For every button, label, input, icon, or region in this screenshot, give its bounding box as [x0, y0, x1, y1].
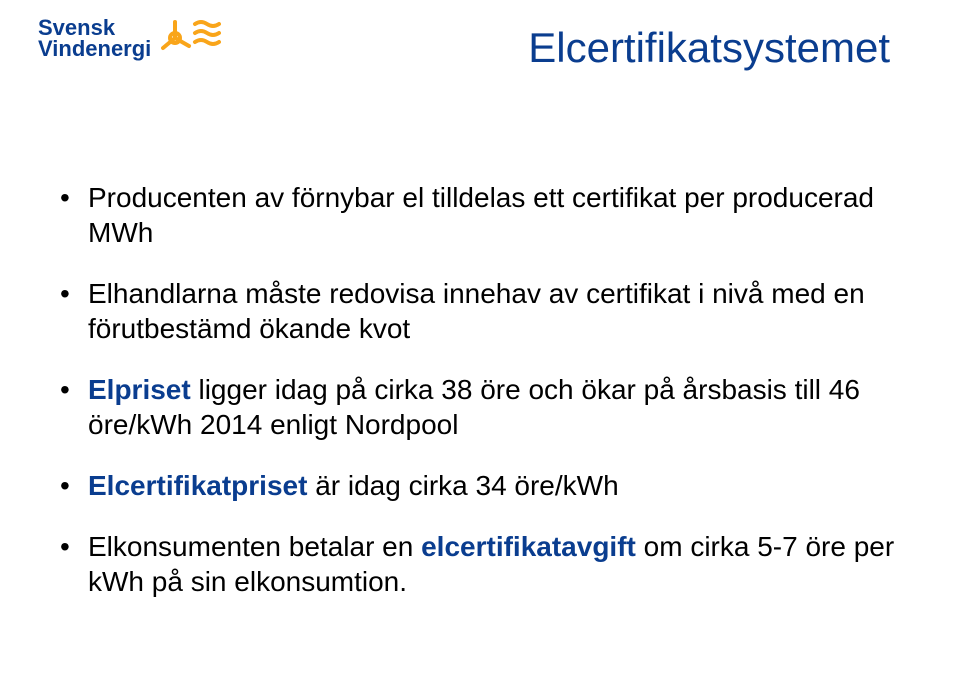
list-item: Elcertifikatpriset är idag cirka 34 öre/…	[60, 468, 900, 503]
slide-title: Elcertifikatsystemet	[528, 24, 890, 72]
bullet-text-accent: Elcertifikatpriset	[88, 470, 307, 501]
bullet-text-accent: elcertifikatavgift	[421, 531, 636, 562]
list-item: Elhandlarna måste redovisa innehav av ce…	[60, 276, 900, 346]
brand-logo: Svensk Vindenergi	[38, 18, 218, 60]
brand-logo-text: Svensk Vindenergi	[38, 18, 218, 60]
bullet-list: Producenten av förnybar el tilldelas ett…	[60, 180, 900, 599]
list-item: Producenten av förnybar el tilldelas ett…	[60, 180, 900, 250]
brand-logo-words: Svensk Vindenergi	[38, 18, 151, 60]
bullet-text-pre: Elhandlarna måste redovisa innehav av ce…	[88, 278, 865, 344]
slide: Svensk Vindenergi	[0, 0, 960, 690]
bullet-text-post: ligger idag på cirka 38 öre och ökar på …	[88, 374, 860, 440]
bullet-text-accent: Elpriset	[88, 374, 191, 405]
brand-line2: Vindenergi	[38, 39, 151, 60]
slide-body: Producenten av förnybar el tilldelas ett…	[60, 180, 900, 625]
bullet-text-post: är idag cirka 34 öre/kWh	[307, 470, 618, 501]
bullet-text-pre: Producenten av förnybar el tilldelas ett…	[88, 182, 874, 248]
brand-mark-icon	[161, 18, 221, 60]
list-item: Elpriset ligger idag på cirka 38 öre och…	[60, 372, 900, 442]
list-item: Elkonsumenten betalar en elcertifikatavg…	[60, 529, 900, 599]
bullet-text-pre: Elkonsumenten betalar en	[88, 531, 421, 562]
